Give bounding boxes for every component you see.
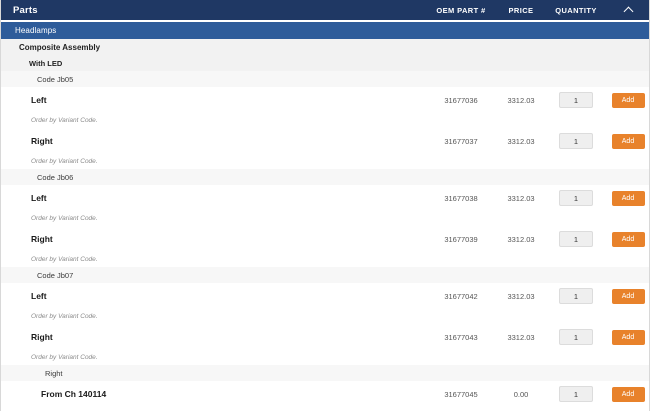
action-cell: Add — [607, 190, 649, 206]
group-header-with-led[interactable]: With LED — [1, 55, 649, 71]
quantity-cell — [545, 133, 607, 149]
quantity-input[interactable] — [559, 288, 593, 304]
group-header-code-jb07[interactable]: Code Jb07 — [1, 267, 649, 283]
part-oem-number: 31677042 — [444, 291, 478, 301]
add-to-cart-button[interactable]: Add — [611, 133, 645, 149]
parts-header-bar: Parts OEM PART # PRICE QUANTITY — [1, 0, 649, 22]
group-header-right[interactable]: Right — [1, 365, 649, 381]
group-header-headlamps-label: Headlamps — [15, 26, 57, 35]
add-to-cart-button[interactable]: Add — [611, 231, 645, 247]
add-to-cart-button[interactable]: Add — [611, 190, 645, 206]
part-oem-number: 31677043 — [444, 332, 478, 342]
table-row: Left 31677042 3312.03 Add — [1, 283, 649, 309]
quantity-cell — [545, 190, 607, 206]
quantity-cell — [545, 92, 607, 108]
part-oem-number: 31677037 — [444, 136, 478, 146]
part-note: Order by Variant Code. — [1, 154, 649, 169]
part-price: 0.00 — [513, 389, 529, 399]
group-header-composite-assembly-label: Composite Assembly — [19, 42, 101, 52]
part-name: Left — [31, 291, 47, 301]
quantity-input[interactable] — [559, 133, 593, 149]
group-header-code-jb06[interactable]: Code Jb06 — [1, 169, 649, 185]
part-price: 3312.03 — [507, 291, 535, 301]
table-row: From Ch 140114 31677045 0.00 Add — [1, 381, 649, 407]
add-to-cart-button[interactable]: Add — [611, 386, 645, 402]
group-header-label: Code Jb07 — [37, 270, 74, 280]
part-name: Right — [31, 332, 53, 342]
part-name: Right — [31, 136, 53, 146]
column-header-oem-part: OEM PART # — [436, 5, 486, 15]
part-note: Order by Variant Code. — [1, 113, 649, 128]
column-header-quantity: QUANTITY — [555, 5, 597, 15]
part-note: Order by Variant Code. — [1, 407, 649, 411]
group-header-label: Code Jb05 — [37, 74, 74, 84]
table-row: Left 31677038 3312.03 Add — [1, 185, 649, 211]
quantity-input[interactable] — [559, 190, 593, 206]
part-oem-number: 31677038 — [444, 193, 478, 203]
part-name: Left — [31, 193, 47, 203]
add-to-cart-button[interactable]: Add — [611, 92, 645, 108]
group-header-with-led-label: With LED — [29, 58, 63, 68]
group-header-composite-assembly[interactable]: Composite Assembly — [1, 39, 649, 55]
part-oem-number: 31677045 — [444, 389, 478, 399]
quantity-input[interactable] — [559, 92, 593, 108]
part-name: Left — [31, 95, 47, 105]
action-cell: Add — [607, 386, 649, 402]
table-row: Right 31677043 3312.03 Add — [1, 324, 649, 350]
page-title: Parts — [13, 4, 38, 16]
table-row: Right 31677039 3312.03 Add — [1, 226, 649, 252]
action-cell: Add — [607, 133, 649, 149]
action-cell: Add — [607, 231, 649, 247]
part-price: 3312.03 — [507, 95, 535, 105]
add-to-cart-button[interactable]: Add — [611, 329, 645, 345]
part-note: Order by Variant Code. — [1, 211, 649, 226]
collapse-panel-button[interactable] — [607, 6, 649, 16]
quantity-input[interactable] — [559, 386, 593, 402]
group-header-label: Right — [45, 368, 63, 378]
chevron-up-icon — [623, 6, 633, 16]
quantity-input[interactable] — [559, 231, 593, 247]
group-header-label: Code Jb06 — [37, 172, 74, 182]
part-price: 3312.03 — [507, 193, 535, 203]
action-cell: Add — [607, 329, 649, 345]
part-note: Order by Variant Code. — [1, 252, 649, 267]
part-name: From Ch 140114 — [41, 389, 107, 399]
quantity-cell — [545, 288, 607, 304]
group-header-headlamps[interactable]: Headlamps — [1, 22, 649, 39]
action-cell: Add — [607, 92, 649, 108]
quantity-cell — [545, 231, 607, 247]
quantity-cell — [545, 329, 607, 345]
group-header-code-jb05[interactable]: Code Jb05 — [1, 71, 649, 87]
add-to-cart-button[interactable]: Add — [611, 288, 645, 304]
parts-sections: Code Jb05 Left 31677036 3312.03 Add Order by … — [1, 71, 649, 411]
part-oem-number: 31677039 — [444, 234, 478, 244]
action-cell: Add — [607, 288, 649, 304]
quantity-cell — [545, 386, 607, 402]
part-name: Right — [31, 234, 53, 244]
part-price: 3312.03 — [507, 136, 535, 146]
table-row: Right 31677037 3312.03 Add — [1, 128, 649, 154]
part-price: 3312.03 — [507, 332, 535, 342]
part-price: 3312.03 — [507, 234, 535, 244]
table-row: Left 31677036 3312.03 Add — [1, 87, 649, 113]
quantity-input[interactable] — [559, 329, 593, 345]
part-oem-number: 31677036 — [444, 95, 478, 105]
column-header-price: PRICE — [508, 5, 534, 15]
part-note: Order by Variant Code. — [1, 309, 649, 324]
part-note: Order by Variant Code. — [1, 350, 649, 365]
